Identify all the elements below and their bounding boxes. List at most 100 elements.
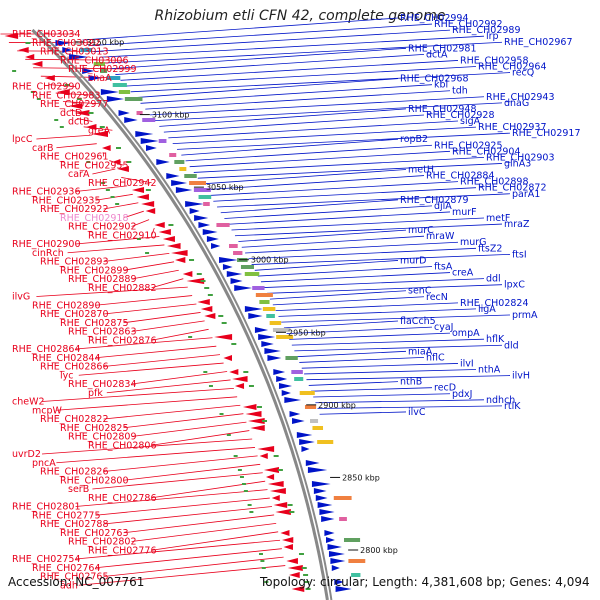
annotation-block	[198, 195, 212, 199]
right-gene-label: ftsZ2	[478, 243, 502, 254]
left-gene-label: RHE_CH02893	[40, 257, 109, 268]
left-spoke	[131, 421, 247, 437]
forward-gene	[327, 544, 342, 550]
reverse-gene	[286, 558, 298, 564]
left-spoke	[103, 303, 197, 315]
left-spoke	[41, 387, 234, 402]
left-spoke	[106, 379, 231, 394]
reverse-gene	[56, 89, 70, 95]
forward-gene	[319, 509, 335, 515]
right-spoke	[272, 296, 425, 306]
reverse-strand-labels: RHE_CH03034RHE_CH03022RHE_CH03013RHE_CH0…	[12, 29, 157, 591]
left-gene-label: dctB	[68, 117, 90, 128]
dot-marker	[200, 280, 206, 282]
annotation-block	[266, 314, 275, 318]
forward-gene	[189, 208, 200, 214]
reverse-gene	[154, 222, 165, 228]
dot-marker	[241, 483, 246, 485]
right-spoke	[310, 387, 433, 392]
right-gene-label: hflK	[486, 334, 505, 345]
left-gene-label: RHE_CH02935	[32, 195, 101, 206]
dot-marker	[30, 91, 35, 93]
right-spoke	[140, 84, 433, 104]
genome-backbone	[31, 28, 333, 600]
reverse-gene	[25, 54, 35, 60]
right-gene-label: mraW	[426, 231, 455, 242]
dot-marker	[126, 161, 132, 163]
annotation-block	[124, 97, 143, 101]
reverse-gene	[267, 481, 284, 487]
left-gene-label: RHE_CH02775	[32, 510, 101, 521]
right-spoke	[275, 302, 459, 312]
reverse-gene	[269, 488, 286, 494]
forward-gene	[234, 285, 253, 291]
forward-gene	[317, 502, 333, 508]
annotation-block	[333, 496, 352, 500]
left-spoke	[151, 278, 184, 289]
reverse-gene	[102, 145, 111, 151]
right-gene-label: RHE_CH02948	[408, 104, 477, 115]
dot-marker	[203, 371, 208, 373]
reverse-gene	[234, 383, 245, 389]
reverse-gene	[248, 418, 265, 424]
tick-label: 3150 kbp	[86, 38, 124, 47]
left-gene-label: uvrD2	[12, 449, 41, 460]
dot-marker	[221, 322, 227, 324]
reverse-gene	[291, 586, 305, 592]
right-gene-label: hflC	[426, 352, 445, 363]
left-gene-label: RHE_CH02977	[40, 99, 109, 110]
reverse-gene	[4, 33, 19, 39]
left-spoke	[131, 219, 150, 227]
left-gene-label: RHE_CH02910	[88, 230, 157, 241]
accession-text: Accession: NC_007761	[8, 575, 145, 589]
left-spoke	[123, 413, 244, 429]
right-gene-label: metH	[408, 165, 434, 176]
right-spoke	[278, 308, 477, 317]
right-gene-label: prmA	[512, 310, 538, 321]
dot-marker	[204, 287, 210, 289]
left-gene-label: ilvG	[12, 292, 30, 303]
topology-text: Topology: circular; Length: 4,381,608 bp…	[260, 575, 590, 589]
left-spoke	[56, 143, 97, 149]
right-spoke	[213, 187, 477, 202]
forward-gene	[106, 96, 125, 102]
annotation-block	[189, 181, 206, 185]
forward-gene	[248, 313, 263, 319]
right-spoke	[88, 23, 433, 47]
right-spoke	[227, 211, 451, 225]
right-gene-label: lpxC	[504, 280, 525, 291]
forward-gene	[198, 222, 211, 228]
right-gene-label: ligA	[478, 304, 496, 315]
right-gene-label: flaCch5	[400, 316, 436, 327]
forward-gene	[258, 334, 276, 340]
dot-marker	[260, 560, 265, 562]
forward-gene	[307, 467, 328, 473]
reverse-gene	[68, 103, 83, 109]
right-spoke	[313, 393, 451, 398]
dot-marker	[237, 469, 242, 471]
right-spoke	[185, 144, 433, 162]
right-gene-label: RHE_CH02928	[426, 110, 495, 121]
right-gene-label: murD	[400, 255, 427, 266]
dot-marker	[188, 336, 193, 338]
right-gene-label: metF	[486, 213, 510, 224]
reverse-gene	[158, 229, 171, 235]
right-gene-label: murC	[408, 225, 434, 236]
forward-gene	[230, 278, 243, 284]
reverse-gene	[112, 159, 121, 165]
annotation-block	[106, 76, 121, 80]
right-gene-label: creA	[452, 268, 474, 279]
forward-gene	[118, 110, 130, 116]
right-spoke	[234, 223, 503, 237]
right-gene-label: pdxJ	[452, 389, 472, 400]
annotation-block	[179, 167, 187, 171]
forward-strand-spokes	[82, 17, 511, 415]
forward-gene	[334, 579, 344, 585]
annotation-block	[291, 370, 303, 374]
right-gene-label: djlA	[434, 201, 452, 212]
kbp-ticks: 3150 kbp 3100 kbp 3050 kbp 3000 kbp 2950 kbp…	[74, 38, 398, 555]
dot-marker	[305, 588, 311, 590]
left-gene-label: RHE_CH02999	[68, 64, 137, 75]
right-gene-label: ropB2	[400, 134, 428, 145]
left-gene-label: RHE_CH02876	[88, 335, 157, 346]
